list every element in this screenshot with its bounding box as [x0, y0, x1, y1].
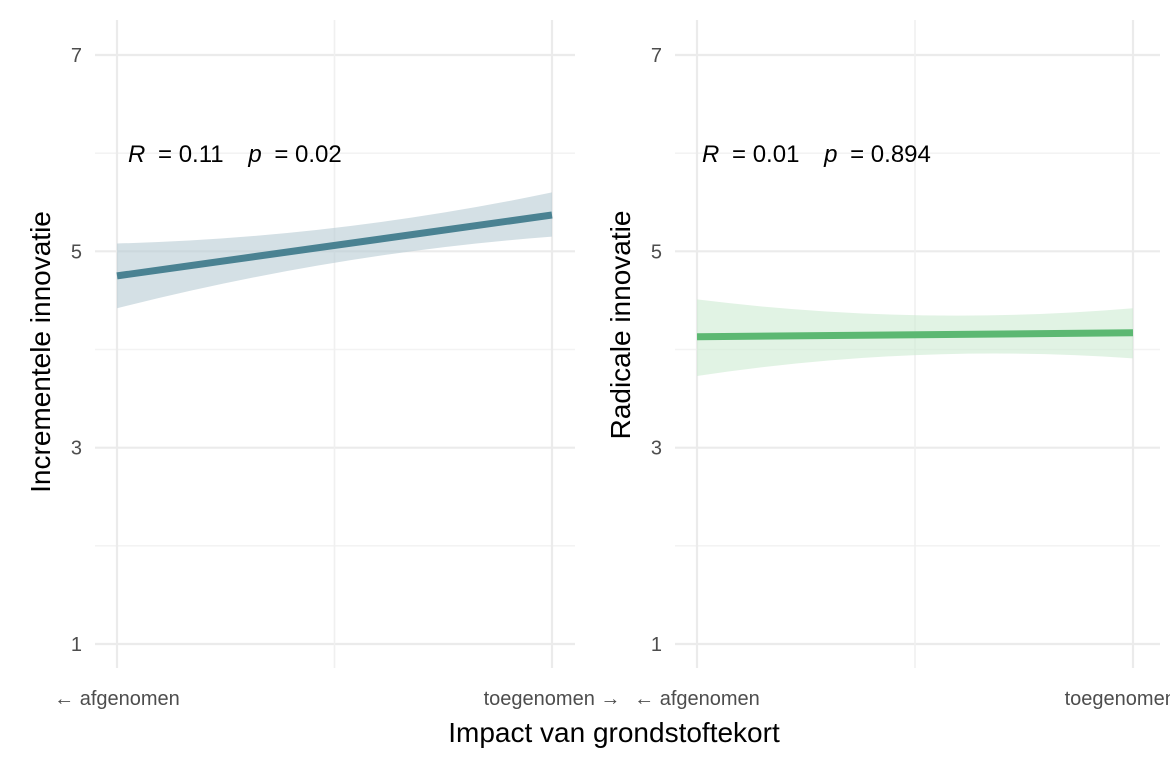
x-tick-labels: ← afgenomen toegenomen → — [54, 688, 620, 710]
y-tick-label: 5 — [651, 241, 662, 263]
y-tick-labels: 1 3 5 7 — [651, 45, 662, 656]
regression-line — [116, 211, 553, 280]
y-axis-label: Incrementele innovatie — [25, 211, 56, 493]
grid-lines — [95, 20, 575, 668]
x-tick-label: ← afgenomen — [634, 688, 760, 710]
panel-incrementele-innovatie: 1 3 5 7 ← afgenomen toegenomen → Incrementel… — [25, 20, 620, 710]
y-tick-labels: 1 3 5 7 — [71, 45, 82, 656]
regression-line — [696, 329, 1134, 341]
r-value: = 0.01 — [732, 141, 799, 168]
p-value: = 0.894 — [850, 141, 931, 168]
y-tick-label: 3 — [651, 438, 662, 460]
r-label: R — [702, 141, 719, 168]
y-tick-label: 7 — [651, 45, 662, 67]
confidence-band — [117, 192, 552, 309]
y-axis-label: Radicale innovatie — [605, 211, 636, 440]
x-tick-label: toegenomen → — [1065, 688, 1170, 710]
panel-radicale-innovatie: 1 3 5 7 ← afgenomen toegenomen → Radicale in… — [605, 20, 1170, 710]
p-value: = 0.02 — [274, 141, 341, 168]
r-label: R — [128, 141, 145, 168]
y-tick-label: 1 — [651, 634, 662, 656]
y-tick-label: 5 — [71, 241, 82, 263]
x-tick-labels: ← afgenomen toegenomen → — [634, 688, 1170, 710]
correlation-annotation: R = 0.11 p = 0.02 — [128, 141, 342, 168]
correlation-annotation: R = 0.01 p = 0.894 — [702, 141, 931, 168]
y-tick-label: 1 — [71, 634, 82, 656]
p-label: p — [823, 141, 837, 168]
y-tick-label: 7 — [71, 45, 82, 67]
y-tick-label: 3 — [71, 438, 82, 460]
r-value: = 0.11 — [158, 141, 224, 168]
x-tick-label: ← afgenomen — [54, 688, 180, 710]
x-axis-label: Impact van grondstoftekort — [448, 717, 780, 748]
p-label: p — [247, 141, 261, 168]
x-tick-label: toegenomen → — [484, 688, 621, 710]
